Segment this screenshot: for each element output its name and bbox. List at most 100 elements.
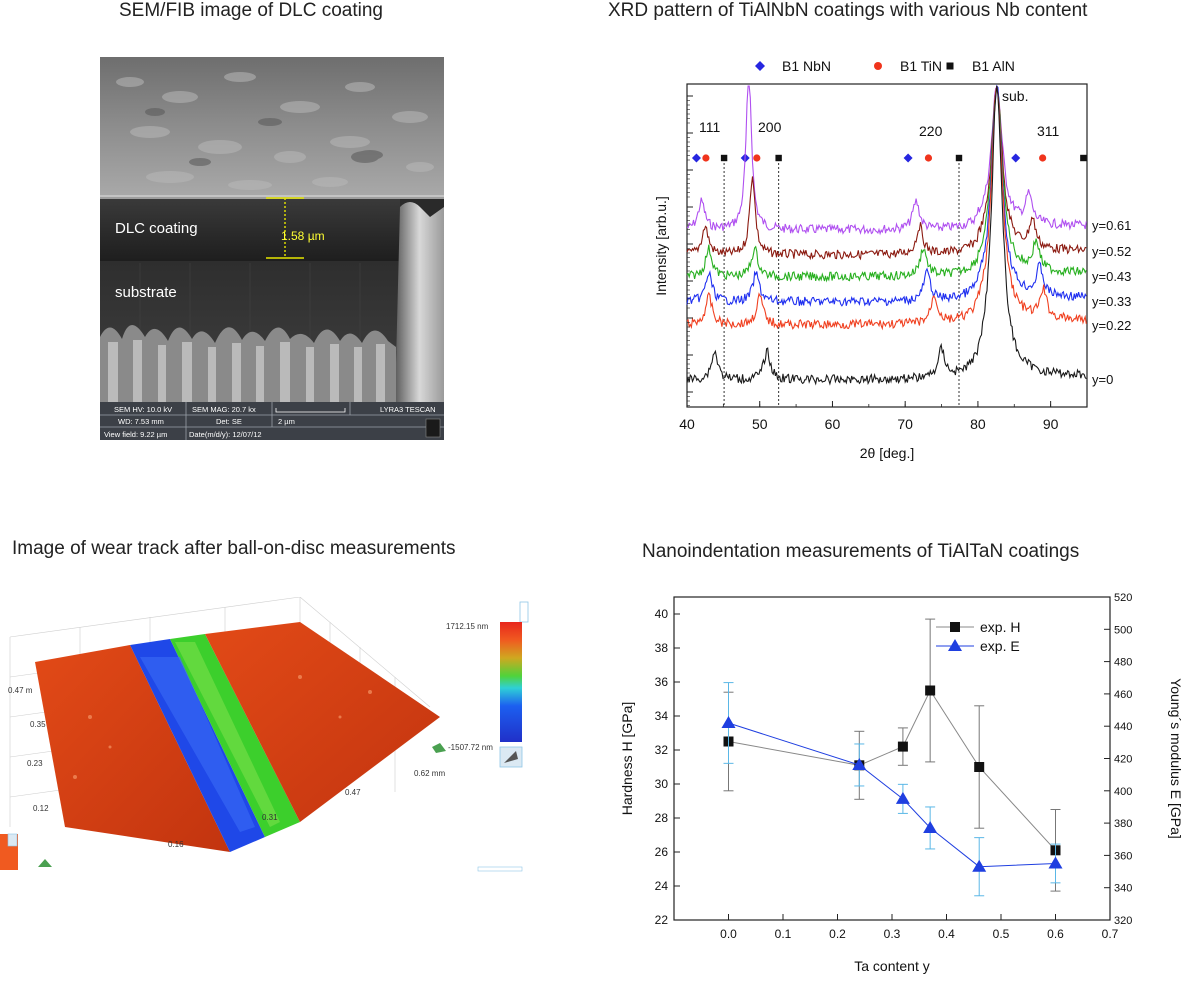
nano-y2tick-label: 500 bbox=[1114, 624, 1132, 636]
nano-xtick-label: 0.2 bbox=[829, 927, 846, 941]
surface-texture bbox=[116, 72, 434, 190]
xrd-legend-label: B1 TiN bbox=[900, 58, 942, 74]
wear-axis-y1: 0.47 m bbox=[8, 686, 33, 695]
wear-panel-title: Image of wear track after ball-on-disc m… bbox=[12, 538, 456, 559]
xrd-xtick-label: 60 bbox=[825, 416, 841, 432]
xrd-legend-label: B1 NbN bbox=[782, 58, 831, 74]
nano-y2tick-label: 460 bbox=[1114, 689, 1132, 701]
xrd-xtick-label: 40 bbox=[679, 416, 695, 432]
xrd-xtick-label: 50 bbox=[752, 416, 768, 432]
xrd-xlabel: 2θ [deg.] bbox=[860, 445, 915, 461]
xrd-xtick-label: 80 bbox=[970, 416, 986, 432]
xrd-peak-label: 200 bbox=[758, 119, 782, 135]
nano-point-e bbox=[895, 791, 910, 804]
dlc-coating-label: DLC coating bbox=[115, 220, 198, 237]
xrd-xtick-label: 90 bbox=[1043, 416, 1059, 432]
xrd-chart: B1 NbN B1 TiN B1 AlN 40 50 60 70 80 90 2θ [deg.]… bbox=[640, 50, 1200, 470]
nano-y2tick-label: 340 bbox=[1114, 883, 1132, 895]
ref-marker-tin bbox=[702, 154, 710, 162]
xrd-curves bbox=[686, 84, 1087, 386]
nano-series bbox=[721, 618, 1063, 897]
nano-point-e bbox=[721, 715, 736, 728]
nano-point-h bbox=[974, 762, 985, 772]
nano-xtick-label: 0.6 bbox=[1047, 927, 1064, 941]
substrate-columns bbox=[100, 324, 396, 402]
xrd-curve bbox=[686, 85, 1087, 386]
xrd-curve-label: y=0.22 bbox=[1092, 318, 1131, 333]
nano-y2label: Young´s modulus E [GPa] bbox=[1168, 678, 1184, 839]
nano-ytick-label: 22 bbox=[655, 913, 669, 927]
sem-scale-text: 2 µm bbox=[278, 417, 295, 426]
nano-point-h bbox=[897, 741, 908, 752]
xrd-curve bbox=[686, 85, 1087, 283]
xrd-peak-label: sub. bbox=[1002, 88, 1028, 104]
nano-point-e bbox=[923, 820, 938, 833]
xrd-curve-label: y=0 bbox=[1092, 372, 1113, 387]
nano-ytick-label: 26 bbox=[655, 845, 669, 859]
xrd-legend: B1 NbN B1 TiN B1 AlN bbox=[755, 58, 1015, 74]
xrd-curve-label: y=0.33 bbox=[1092, 294, 1131, 309]
ref-marker-aln bbox=[1080, 154, 1087, 162]
thickness-label: 1.58 µm bbox=[281, 229, 325, 243]
nano-ytick-label: 40 bbox=[655, 607, 669, 621]
nano-ylabel: Hardness H [GPa] bbox=[619, 702, 635, 816]
ref-marker-nbn bbox=[903, 153, 913, 163]
nano-point-e bbox=[972, 859, 987, 872]
ref-marker-nbn bbox=[691, 153, 701, 163]
nano-y2tick-label: 520 bbox=[1114, 592, 1132, 604]
xrd-curve bbox=[686, 85, 1087, 331]
sem-hv: SEM HV: 10.0 kV bbox=[114, 405, 172, 414]
wear-axis-y3: 0.23 bbox=[27, 759, 43, 768]
sem-det: Det: SE bbox=[216, 417, 242, 426]
xrd-curve bbox=[686, 87, 1087, 261]
xrd-curve-label: y=0.43 bbox=[1092, 269, 1131, 284]
nano-y2tick-label: 320 bbox=[1114, 915, 1132, 927]
wear-left-surface bbox=[35, 645, 230, 852]
ref-marker-tin bbox=[1039, 154, 1047, 162]
sem-image: 1.58 µm DLC coating substrate SEM HV: 10… bbox=[100, 57, 444, 440]
xrd-peak-label: 311 bbox=[1037, 123, 1060, 139]
sem-date: Date(m/d/y): 12/07/12 bbox=[189, 430, 262, 439]
xrd-labels: 111 200 220 311 sub. y=0.61 y=0.52 y=0.43 y=0.33… bbox=[699, 88, 1131, 387]
wear-axis-y2: 0.35 bbox=[30, 720, 46, 729]
nano-y2tick-label: 480 bbox=[1114, 657, 1132, 669]
nano-panel-title: Nanoindentation measurements of TiAlTaN … bbox=[642, 541, 1080, 562]
sem-view-field: View field: 9.22 µm bbox=[104, 430, 167, 439]
legend-marker-nbn bbox=[755, 61, 765, 71]
nano-series-line bbox=[728, 722, 1056, 868]
nano-y2tick-label: 380 bbox=[1114, 818, 1132, 830]
nano-legend-label: exp. E bbox=[980, 638, 1020, 654]
nano-legend: exp. H exp. E bbox=[936, 619, 1020, 654]
nano-legend-marker bbox=[950, 622, 960, 632]
wear-axis-x3: 0.47 bbox=[345, 788, 361, 797]
wear-axis-x1: 0.16 bbox=[168, 840, 184, 849]
sem-brand: LYRA3 TESCAN bbox=[380, 405, 436, 414]
nano-y2tick-label: 400 bbox=[1114, 786, 1132, 798]
legend-marker-aln bbox=[946, 62, 954, 70]
nano-series-line bbox=[728, 689, 1056, 851]
xrd-curve-label: y=0.52 bbox=[1092, 244, 1131, 259]
nano-xtick-label: 0.5 bbox=[993, 927, 1010, 941]
nano-plot-frame bbox=[673, 596, 1111, 921]
wear-right-surface bbox=[205, 622, 440, 822]
nano-y2tick-label: 360 bbox=[1114, 850, 1132, 862]
nano-ytick-label: 36 bbox=[655, 675, 669, 689]
xrd-peak-label: 220 bbox=[919, 123, 943, 139]
nano-ytick-label: 28 bbox=[655, 811, 669, 825]
nano-y2tick-label: 440 bbox=[1114, 721, 1132, 733]
xrd-ylabel: Intensity [arb.u.] bbox=[653, 196, 669, 296]
nano-ytick-label: 34 bbox=[655, 709, 669, 723]
nano-y2tick-label: 420 bbox=[1114, 754, 1132, 766]
xrd-xtick-label: 70 bbox=[897, 416, 913, 432]
nano-chart: 0.0 0.1 0.2 0.3 0.4 0.5 0.6 0.7 22 24 26 28 30 32 34 36… bbox=[600, 585, 1200, 985]
legend-marker-tin bbox=[874, 62, 882, 70]
xrd-reference-markers bbox=[691, 153, 1087, 407]
xrd-panel-title: XRD pattern of TiAlNbN coatings with var… bbox=[608, 0, 1088, 21]
xrd-curve bbox=[686, 85, 1087, 236]
sem-wd: WD: 7.53 mm bbox=[118, 417, 164, 426]
sem-panel-title: SEM/FIB image of DLC coating bbox=[119, 0, 383, 21]
ref-marker-tin bbox=[924, 154, 933, 162]
xrd-legend-label: B1 AlN bbox=[972, 58, 1015, 74]
xrd-axes: 40 50 60 70 80 90 2θ [deg.] Intensity [arb.u.] bbox=[653, 95, 1088, 461]
wear-axis-x4: 0.62 mm bbox=[414, 769, 445, 778]
